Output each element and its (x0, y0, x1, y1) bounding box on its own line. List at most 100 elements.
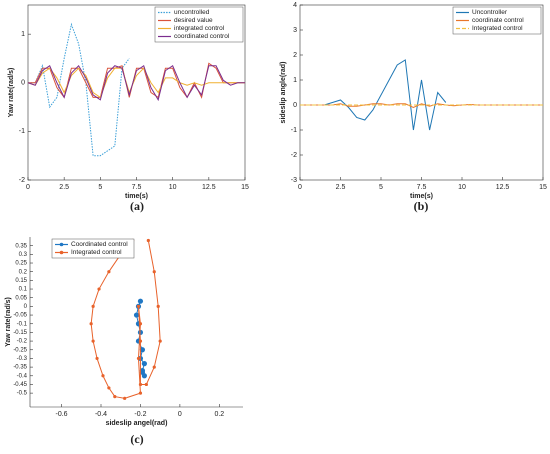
x-tick-label: -0.4 (95, 411, 107, 418)
point (95, 356, 99, 361)
x-tick-label: 0 (298, 184, 302, 191)
y-tick-label: 0.25 (15, 261, 27, 267)
legend-label: coordinated control (174, 33, 230, 40)
x-axis-label: sideslip angel(rad) (106, 420, 168, 427)
legend-label: integrated control (174, 25, 225, 32)
y-axis-label: Yaw rate(rad/s) (5, 297, 12, 347)
x-tick-label: 7.5 (417, 184, 427, 191)
x-tick-label: 12.5 (496, 184, 510, 191)
y-tick-label: -2 (19, 177, 25, 184)
series-line (300, 59, 447, 131)
x-tick-label: 2.5 (59, 184, 69, 191)
y-tick-label: 1 (21, 31, 25, 38)
x-tick-label: 7.5 (132, 184, 142, 191)
series-line (27, 64, 245, 102)
point (133, 312, 140, 318)
x-tick-label: -0.2 (134, 411, 146, 418)
y-tick-label: -0.1 (17, 321, 28, 327)
x-tick-label: 15 (539, 184, 547, 191)
point (156, 304, 160, 308)
x-tick-label: 0 (26, 184, 30, 191)
legend-label: uncontrolled (174, 9, 210, 16)
point (138, 322, 143, 326)
x-axis-label: time(s) (410, 193, 433, 200)
point (123, 396, 127, 400)
series-line (27, 67, 245, 99)
y-tick-label: -0.45 (13, 382, 27, 388)
x-tick-label: 2.5 (336, 184, 346, 191)
legend-box (51, 238, 135, 259)
point (138, 339, 143, 343)
legend-label: Uncontroller (472, 9, 508, 16)
y-tick-label: 0 (293, 102, 297, 109)
y-tick-label: -0.25 (13, 347, 27, 353)
point (91, 339, 95, 343)
point (107, 270, 111, 274)
panel-label: (b) (414, 199, 429, 213)
legend-label: desired value (174, 17, 213, 24)
legend-label: Integrated control (472, 25, 523, 32)
point (91, 304, 95, 308)
point (136, 304, 141, 308)
y-tick-label: 4 (293, 2, 297, 9)
point (158, 339, 162, 343)
series-line (28, 62, 245, 99)
point (146, 238, 150, 243)
x-tick-label: 10 (458, 184, 466, 191)
x-tick-label: 15 (241, 184, 249, 191)
y-tick-label: 0.3 (19, 252, 28, 258)
y-tick-label: -3 (291, 177, 297, 184)
y-tick-label: -0.3 (17, 356, 28, 362)
point (152, 365, 156, 369)
legend-marker (59, 250, 64, 255)
panel-label: (a) (130, 199, 144, 213)
y-tick-label: 0 (24, 304, 28, 310)
series-line (90, 240, 161, 399)
y-tick-label: 3 (293, 27, 297, 34)
y-tick-label: -0.05 (13, 313, 27, 319)
point (137, 298, 144, 304)
series-line (300, 103, 543, 109)
x-tick-label: 0.2 (214, 411, 224, 418)
x-tick-label: -0.6 (56, 411, 68, 418)
x-tick-label: 10 (169, 184, 177, 191)
point (97, 287, 101, 291)
y-tick-label: 0.05 (15, 295, 27, 301)
y-tick-label: -0.4 (17, 373, 28, 379)
panel: 0 2.5 5 7.5 10 12.5 15 -2 -1 0 1 time(s) Yaw rate(ra… (8, 4, 249, 213)
y-axis-label: sideslip angle(rad) (280, 62, 287, 124)
x-tick-label: 0 (178, 411, 182, 418)
y-tick-label: 0 (21, 80, 25, 87)
point (139, 347, 146, 353)
x-axis-label: time(s) (125, 193, 148, 200)
point (107, 386, 111, 390)
panel: 0 2.5 5 7.5 10 12.5 15 -3 -2 -1 0 1 2 3 4 time(s) sidesl… (280, 2, 547, 213)
y-tick-label: 0.2 (19, 269, 28, 275)
x-tick-label: 5 (98, 184, 102, 191)
point (141, 361, 147, 367)
y-tick-label: -0.15 (13, 330, 27, 336)
y-tick-label: -2 (291, 152, 297, 159)
point (144, 382, 148, 387)
y-tick-label: 2 (293, 52, 297, 59)
point (152, 270, 156, 274)
point (89, 322, 93, 326)
point (138, 382, 143, 387)
series-line (28, 22, 130, 157)
x-tick-label: 5 (379, 184, 383, 191)
legend-label: coordinate control (472, 17, 524, 24)
panel: -0.6 -0.4 -0.2 0 0.2 -0.5 -0.45 -0.4 -0.35 -0.3 -0… (5, 237, 243, 446)
y-tick-label: 1 (293, 77, 297, 84)
y-tick-label: 0.1 (19, 287, 28, 293)
y-tick-label: -0.5 (17, 391, 28, 397)
y-tick-label: -1 (19, 128, 25, 135)
y-tick-label: -1 (291, 127, 297, 134)
point (101, 374, 105, 378)
point (136, 356, 141, 361)
point (139, 369, 146, 375)
legend-label: Integrated control (71, 249, 122, 256)
y-tick-label: -0.35 (13, 365, 27, 371)
panel-label: (c) (130, 432, 143, 446)
y-tick-label: -0.2 (17, 339, 28, 345)
